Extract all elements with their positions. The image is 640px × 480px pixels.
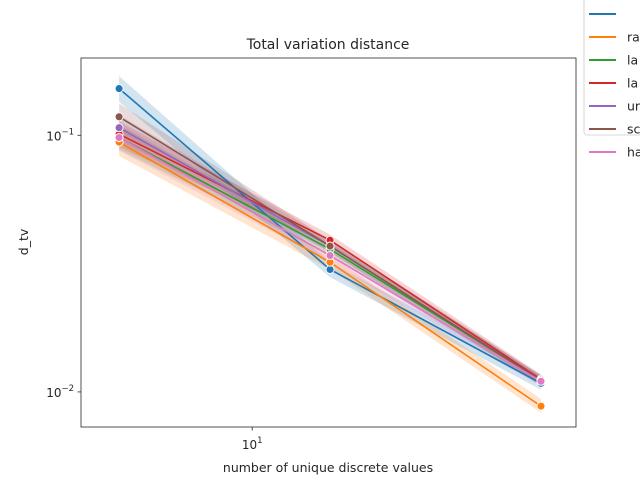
legend-box — [583, 0, 640, 136]
series-markers — [114, 84, 546, 411]
series-6-point — [325, 251, 335, 260]
legend-label: la — [627, 53, 638, 68]
series-1-band — [119, 129, 541, 413]
axis-ticks: 101 10−1 10−2 — [46, 127, 262, 452]
legend-label: sc — [627, 122, 640, 137]
series-5-point — [114, 112, 124, 122]
y-tick-label: 10−2 — [46, 384, 74, 400]
series-4-point — [114, 123, 124, 133]
x-axis-label: number of unique discrete values — [223, 460, 433, 475]
legend-label: ha — [627, 145, 640, 160]
series-1-point — [536, 401, 546, 411]
series-0-point — [114, 84, 124, 94]
legend-label: ur — [627, 99, 640, 114]
y-tick-label: 10−1 — [46, 127, 74, 143]
series-0-band — [119, 76, 541, 390]
series-6-point — [114, 133, 124, 142]
legend: ra la la ur sc ha — [583, 0, 640, 160]
chart-title: Total variation distance — [246, 37, 410, 53]
legend-label: ra — [627, 30, 640, 45]
series-6-point — [536, 376, 546, 386]
y-axis-label: d_tv — [16, 228, 31, 255]
series-5-point — [325, 241, 335, 251]
x-tick-label: 101 — [242, 436, 263, 452]
legend-label: la — [627, 76, 638, 91]
